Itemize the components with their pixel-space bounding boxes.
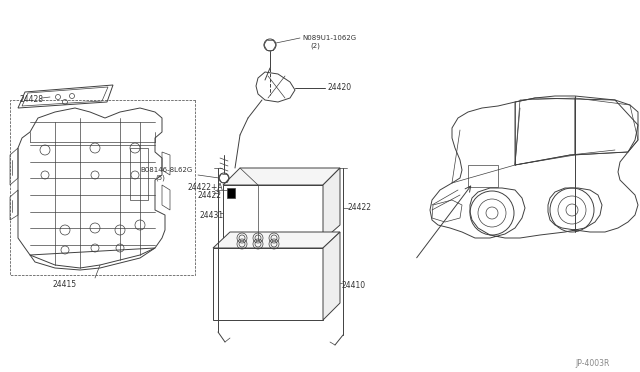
- Text: 24431: 24431: [200, 211, 224, 219]
- Text: JP-4003R: JP-4003R: [575, 359, 609, 368]
- Text: 24422: 24422: [197, 190, 221, 199]
- Polygon shape: [213, 232, 340, 248]
- Text: 24422: 24422: [348, 203, 372, 212]
- Text: 24420: 24420: [328, 83, 352, 93]
- Text: (5): (5): [155, 175, 165, 181]
- Polygon shape: [223, 185, 323, 240]
- Polygon shape: [223, 168, 340, 185]
- Text: 24428: 24428: [20, 96, 44, 105]
- Text: (2): (2): [310, 43, 320, 49]
- Text: B08146-8L62G: B08146-8L62G: [140, 167, 192, 173]
- Polygon shape: [323, 232, 340, 320]
- FancyBboxPatch shape: [227, 188, 235, 198]
- Polygon shape: [213, 248, 323, 320]
- Text: 24415: 24415: [53, 280, 77, 289]
- Bar: [468, 165, 498, 187]
- Polygon shape: [323, 168, 340, 240]
- Text: N089U1-1062G: N089U1-1062G: [302, 35, 356, 41]
- Text: 24410: 24410: [342, 280, 366, 289]
- Text: 24422+A: 24422+A: [188, 183, 223, 192]
